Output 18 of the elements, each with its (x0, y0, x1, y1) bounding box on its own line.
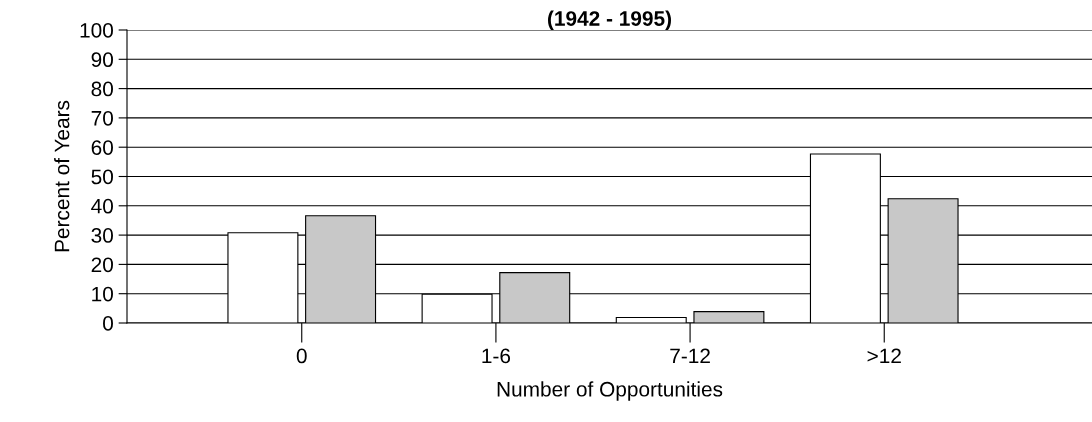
chart-title: (1942 - 1995) (548, 10, 672, 30)
y-tick-label: 90 (91, 52, 113, 68)
y-tick-label: 50 (91, 169, 113, 185)
x-tick-label: 0 (296, 348, 307, 364)
x-axis-title: Number of Opportunities (497, 381, 723, 401)
y-tick-label: 0 (103, 316, 113, 331)
x-tick-label: >12 (867, 348, 901, 364)
y-tick-label: 30 (91, 228, 113, 243)
y-tick-label: 20 (91, 257, 113, 273)
y-tick-label: 70 (91, 110, 113, 126)
y-tick-label: 40 (91, 198, 113, 214)
y-tick-label: 100 (80, 23, 113, 38)
x-tick-label: 1-6 (482, 348, 511, 364)
y-axis-title: Percent of Years (54, 100, 70, 252)
y-tick-label: 60 (91, 140, 113, 155)
y-tick-label: 80 (91, 81, 113, 97)
y-tick-label: 10 (92, 286, 113, 302)
x-tick-label: 7-12 (670, 348, 710, 364)
